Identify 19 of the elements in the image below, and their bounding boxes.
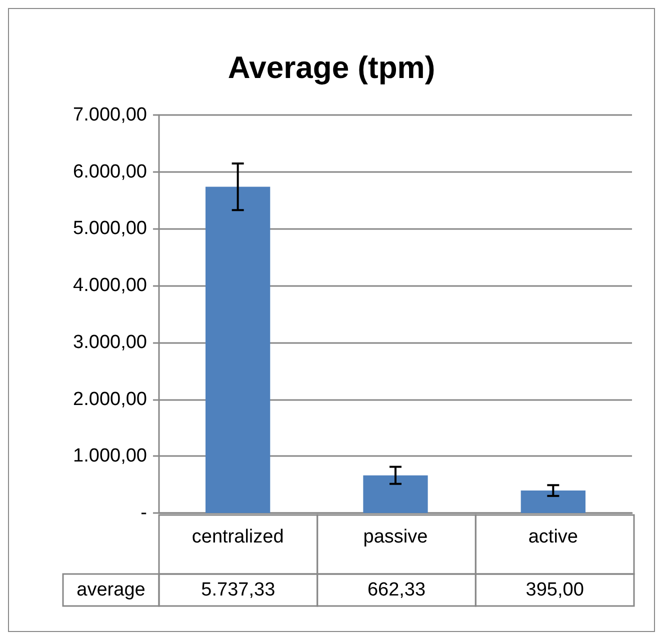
y-tick-label: 6.000,00 [73, 161, 147, 182]
y-tick-label: 5.000,00 [73, 218, 147, 240]
y-tick-label: 3.000,00 [73, 332, 147, 353]
x-tick-label: active [528, 526, 578, 548]
y-tick-label: 7.000,00 [73, 104, 147, 126]
bar [363, 475, 428, 513]
data-label: 395,00 [526, 580, 584, 600]
y-tick-label: 4.000,00 [73, 275, 147, 296]
y-tick-label: - [140, 502, 147, 524]
x-tick-label: passive [363, 526, 428, 548]
bar [206, 186, 270, 513]
y-tick-label: 2.000,00 [73, 388, 147, 410]
text: average [76, 580, 146, 600]
chart-title: Average (tpm) [228, 50, 436, 85]
x-tick-label: centralized [192, 526, 284, 548]
data-label: 5.737,33 [201, 580, 276, 600]
data-label: 662,33 [367, 580, 426, 600]
bar [520, 490, 586, 513]
y-tick-label: 1.000,00 [73, 446, 147, 467]
